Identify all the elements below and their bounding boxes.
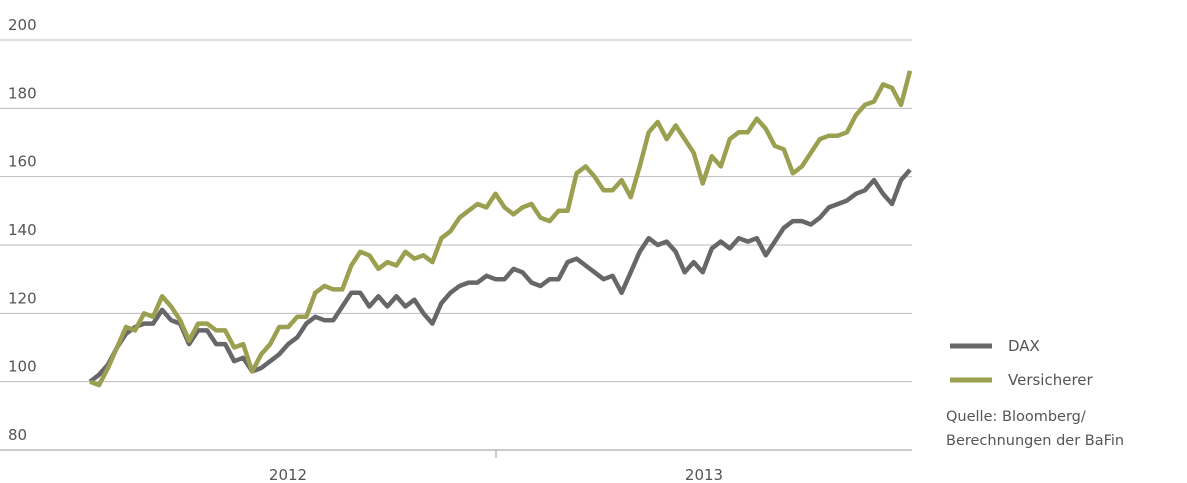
y-tick-label: 120 <box>8 289 37 307</box>
y-tick-label: 180 <box>8 84 37 102</box>
x-tick-label: 2012 <box>269 466 307 483</box>
data-line <box>88 168 912 384</box>
y-tick-label: 100 <box>8 358 37 376</box>
data-line <box>89 70 913 388</box>
y-tick-label: 80 <box>8 426 27 444</box>
legend-label: Versicherer <box>1008 371 1094 389</box>
source-note: Quelle: Bloomberg/ <box>946 409 1086 425</box>
legend-label: DAX <box>1008 337 1040 355</box>
x-tick-label: 2013 <box>685 466 723 483</box>
y-tick-label: 200 <box>8 16 37 34</box>
y-tick-label: 160 <box>8 153 37 171</box>
y-tick-label: 140 <box>8 221 37 239</box>
source-note: Berechnungen der BaFin <box>946 433 1124 449</box>
